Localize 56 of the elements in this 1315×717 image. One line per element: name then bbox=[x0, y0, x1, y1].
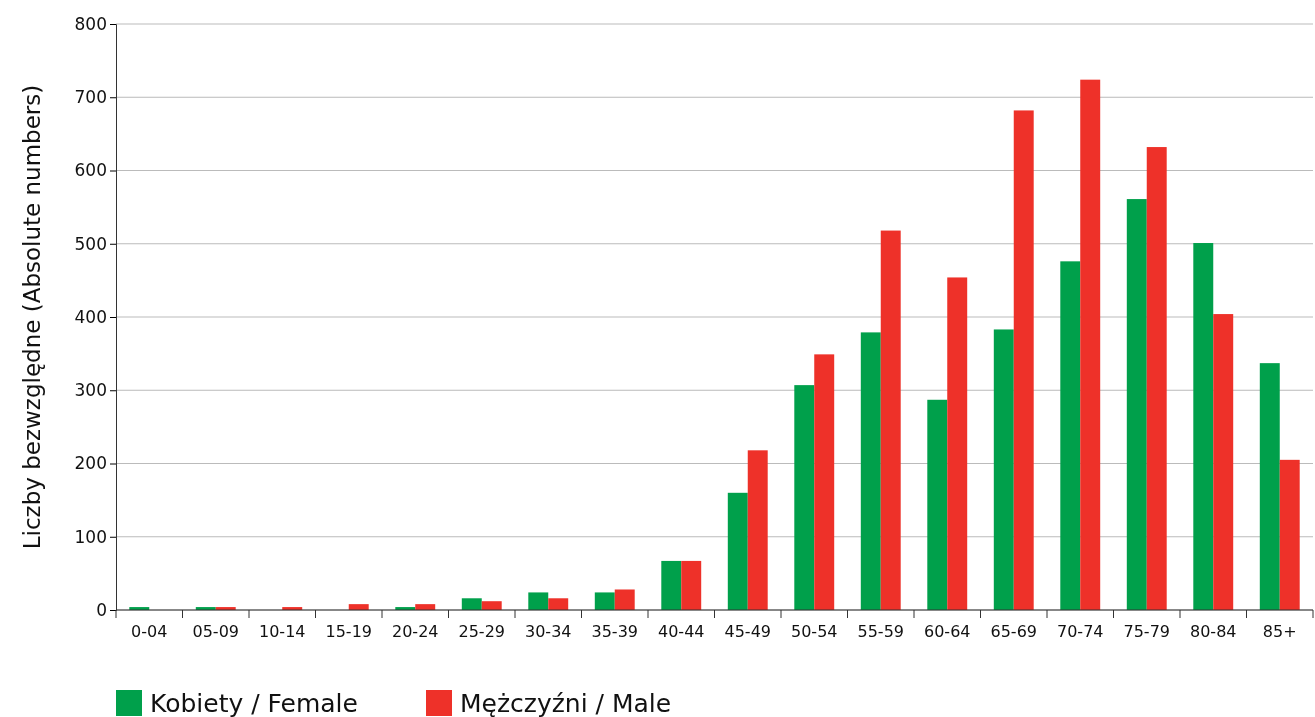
legend-label: Mężczyźni / Male bbox=[460, 689, 672, 717]
bar bbox=[1080, 79, 1101, 610]
x-tick-label: 05-09 bbox=[192, 622, 239, 641]
bar bbox=[1126, 199, 1147, 610]
bar bbox=[528, 592, 549, 610]
y-tick-label: 0 bbox=[96, 599, 107, 620]
x-tick-label: 10-14 bbox=[259, 622, 306, 641]
bar bbox=[794, 385, 815, 610]
y-tick-label: 600 bbox=[74, 160, 107, 181]
bar bbox=[614, 589, 635, 610]
y-tick-label: 200 bbox=[74, 453, 107, 474]
x-tick-label: 35-39 bbox=[591, 622, 638, 641]
bar bbox=[1193, 243, 1214, 610]
bar bbox=[814, 354, 835, 610]
bar bbox=[548, 598, 569, 610]
x-tick-label: 50-54 bbox=[791, 622, 838, 641]
bar bbox=[993, 329, 1014, 610]
x-tick-label: 0-04 bbox=[131, 622, 168, 641]
bar bbox=[681, 560, 702, 610]
bar bbox=[1060, 261, 1081, 610]
x-tick-label: 25-29 bbox=[458, 622, 505, 641]
x-tick-label: 75-79 bbox=[1123, 622, 1170, 641]
y-tick-label: 700 bbox=[74, 87, 107, 108]
bar bbox=[1146, 147, 1167, 610]
bar bbox=[1279, 459, 1300, 610]
y-tick-label: 500 bbox=[74, 233, 107, 254]
x-tick-label: 70-74 bbox=[1057, 622, 1104, 641]
bar bbox=[594, 592, 615, 610]
x-tick-label: 30-34 bbox=[525, 622, 572, 641]
x-tick-label: 65-69 bbox=[990, 622, 1037, 641]
x-tick-label: 45-49 bbox=[724, 622, 771, 641]
bar bbox=[860, 332, 881, 610]
x-tick-label: 20-24 bbox=[392, 622, 439, 641]
bar bbox=[481, 601, 502, 610]
legend-label: Kobiety / Female bbox=[150, 689, 358, 717]
bar bbox=[1259, 363, 1280, 610]
y-axis-title: Liczby bezwzględne (Absolute numbers) bbox=[19, 84, 45, 550]
bar bbox=[947, 277, 968, 610]
bar bbox=[1013, 110, 1034, 610]
x-tick-label: 85+ bbox=[1262, 622, 1297, 641]
bar bbox=[747, 450, 768, 610]
x-tick-label: 55-59 bbox=[857, 622, 904, 641]
y-tick-label: 100 bbox=[74, 526, 107, 547]
bar bbox=[727, 492, 748, 610]
x-tick-label: 40-44 bbox=[658, 622, 705, 641]
y-tick-label: 300 bbox=[74, 380, 107, 401]
x-tick-label: 15-19 bbox=[325, 622, 372, 641]
bar bbox=[927, 399, 948, 610]
x-tick-label: 80-84 bbox=[1190, 622, 1237, 641]
bar bbox=[461, 598, 482, 610]
bar bbox=[661, 560, 682, 610]
y-tick-label: 800 bbox=[74, 13, 107, 34]
x-tick-label: 60-64 bbox=[924, 622, 971, 641]
y-tick-label: 400 bbox=[74, 306, 107, 327]
bar bbox=[1213, 314, 1234, 610]
bar bbox=[880, 230, 901, 610]
